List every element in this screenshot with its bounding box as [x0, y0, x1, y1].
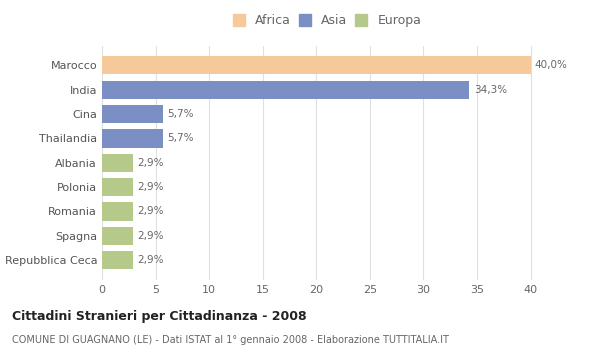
Bar	[102, 178, 133, 196]
Text: Cittadini Stranieri per Cittadinanza - 2008: Cittadini Stranieri per Cittadinanza - 2…	[12, 310, 307, 323]
Text: 40,0%: 40,0%	[535, 60, 568, 70]
Bar	[102, 251, 133, 270]
Bar	[102, 227, 133, 245]
Text: 5,7%: 5,7%	[167, 133, 194, 143]
Text: 5,7%: 5,7%	[167, 109, 194, 119]
Text: 34,3%: 34,3%	[474, 85, 507, 95]
Text: 2,9%: 2,9%	[137, 231, 164, 241]
Bar	[102, 105, 163, 123]
Text: 2,9%: 2,9%	[137, 255, 164, 265]
Text: 2,9%: 2,9%	[137, 206, 164, 217]
Legend: Africa, Asia, Europa: Africa, Asia, Europa	[233, 14, 421, 27]
Bar	[102, 202, 133, 220]
Text: 2,9%: 2,9%	[137, 182, 164, 192]
Bar	[102, 56, 530, 75]
Bar	[102, 80, 469, 99]
Bar	[102, 129, 163, 147]
Text: 2,9%: 2,9%	[137, 158, 164, 168]
Text: COMUNE DI GUAGNANO (LE) - Dati ISTAT al 1° gennaio 2008 - Elaborazione TUTTITALI: COMUNE DI GUAGNANO (LE) - Dati ISTAT al …	[12, 335, 449, 345]
Bar	[102, 154, 133, 172]
